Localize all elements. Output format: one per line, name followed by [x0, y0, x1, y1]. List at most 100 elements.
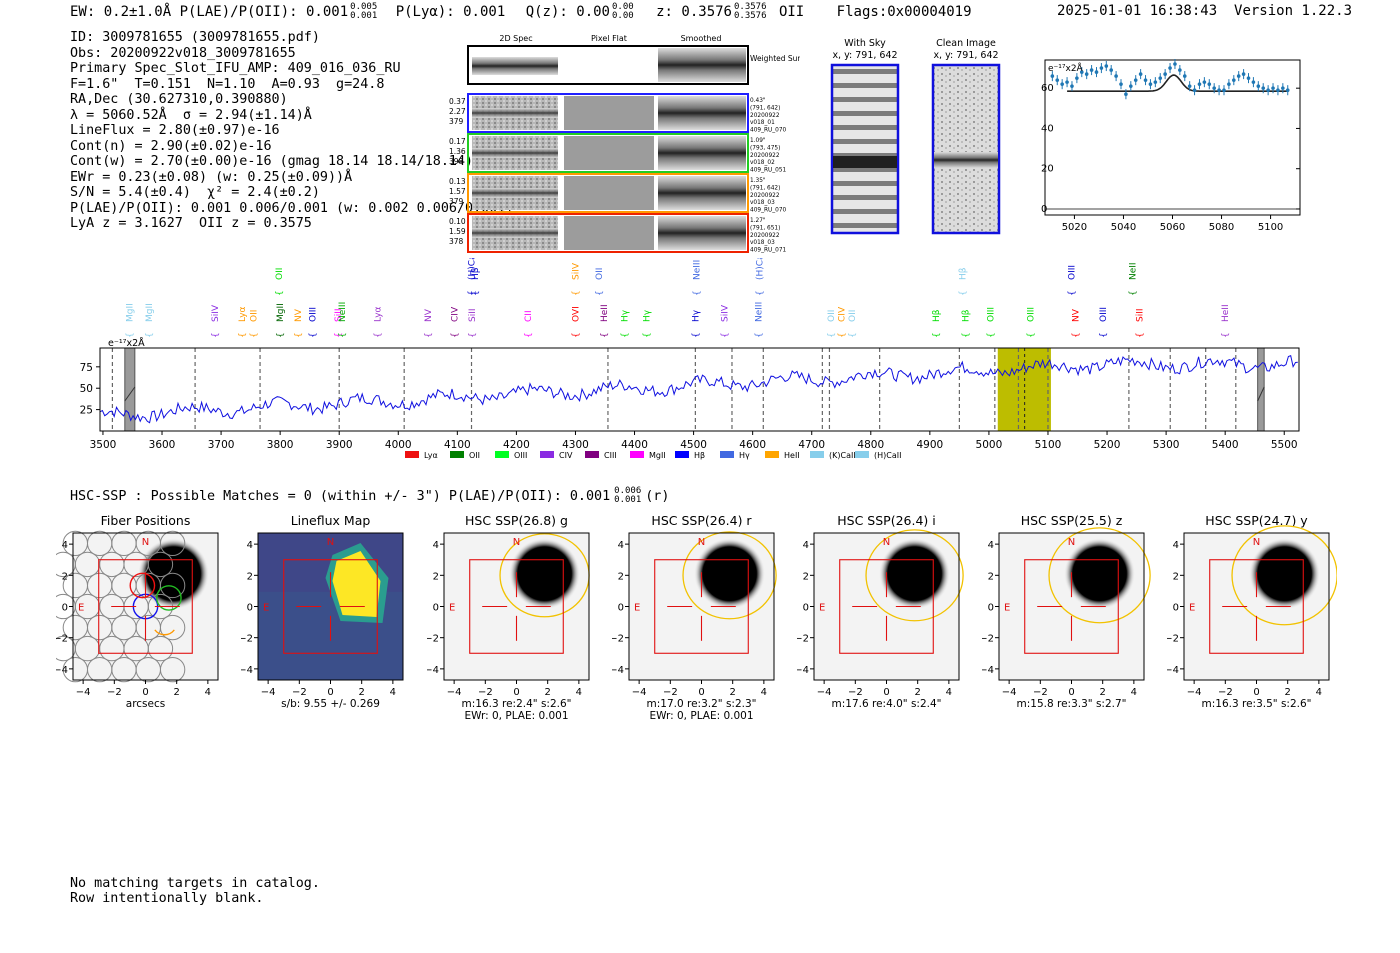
spectrum-line-label-bracket: {	[595, 290, 605, 296]
compass-east: E	[263, 603, 269, 614]
spectrum-line-label: MgII {	[276, 303, 286, 338]
panel-ytick-label: −2	[797, 634, 809, 645]
spectrum-line-label: MgII {	[126, 303, 136, 338]
panel-ytick-label: 4	[433, 540, 439, 551]
panel-ytick-label: −2	[982, 634, 994, 645]
spectrum-line-label-bracket: {	[1128, 290, 1138, 296]
summary-qz: Q(z): 0.00	[525, 4, 610, 20]
crosshair	[1222, 572, 1291, 641]
panel-ytick-label: 2	[988, 571, 994, 582]
search-box	[654, 559, 749, 654]
zoom-data-point	[1236, 74, 1241, 78]
legend-label: HeII	[784, 451, 800, 460]
panel-ytick-label: 2	[433, 571, 439, 582]
spectrum-line-label-bracket: {	[238, 332, 248, 338]
zoom-data-point	[1178, 68, 1182, 72]
search-box	[98, 559, 193, 654]
panel-ytick-label: 2	[1173, 571, 1179, 582]
panel-xtick-label: 4	[1131, 687, 1137, 698]
legend-label: OII	[469, 451, 480, 460]
panel-ytick-label: −4	[1167, 665, 1179, 676]
cutout-row-frame	[467, 133, 749, 173]
spectrum-xtick-label: 4000	[385, 439, 412, 451]
summary-plae-lower: 0.001	[350, 11, 378, 21]
info-line: Cont(n) = 2.90(±0.02)e-16	[70, 138, 272, 154]
bright-source	[508, 537, 581, 610]
bright-source	[1063, 537, 1136, 610]
zoom-data-point	[1271, 86, 1275, 90]
panel-ytick-label: −2	[56, 634, 68, 645]
spectrum-line-label-bracket: {	[1072, 332, 1082, 338]
info-line: Cont(w) = 2.70(±0.00)e-16 (gmag 18.14 18…	[70, 154, 474, 169]
spectral-cutouts: 2D Spec Pixel Flat Smoothed Weighted Sum…	[449, 34, 800, 254]
footer-line-1: No matching targets in catalog.	[70, 876, 320, 891]
compass-east: E	[1004, 603, 1010, 614]
with-sky-xy: x, y: 791, 642	[832, 50, 897, 61]
info-line: F=1.6" T=0.151 N=1.10 A=0.93 g=24.8	[70, 76, 385, 92]
legend-swatch	[405, 451, 419, 458]
panel-xtick-label: 2	[358, 687, 364, 698]
cutout-row-meta: 1.27"	[750, 218, 766, 224]
legend-label: CIV	[559, 451, 573, 460]
footer-line-2: Row intentionally blank.	[70, 891, 264, 906]
spectrum-xtick-label: 4600	[739, 439, 766, 451]
cutout-row-meta: 409_RU_070	[750, 208, 787, 214]
zoom-ytick-label: 20	[1041, 164, 1054, 175]
crosshair	[296, 572, 365, 641]
zoom-ytick-label: 0	[1041, 204, 1047, 215]
spectrum-line-label-bracket: {	[338, 332, 348, 338]
spectrum-line-label: OIII {	[1099, 307, 1109, 338]
fiber-secondary	[129, 572, 156, 599]
sky-clean-cutouts: With Sky x, y: 791, 642 Clean Image x, y…	[830, 38, 1001, 235]
fiber-circle	[159, 572, 186, 599]
spectrum-line-label: Hγ {	[691, 309, 701, 338]
spectrum-line-label-bracket: {	[932, 332, 942, 338]
compass-east: E	[819, 603, 825, 614]
spectrum-line-label: Hβ {	[961, 309, 971, 338]
cutout-row-stat: 2.27	[449, 107, 466, 116]
panel-title: HSC SSP(26.4) i	[837, 513, 935, 528]
clean-image-xy: x, y: 791, 642	[933, 50, 998, 61]
panel-ytick-label: −2	[612, 634, 624, 645]
spectrum-line-label-text: Hβ	[961, 309, 971, 322]
zoom-data-point	[1241, 72, 1246, 76]
spectrum-xtick-label: 4500	[680, 439, 707, 451]
spectrum-xtick-label: 4300	[562, 439, 589, 451]
compass-east: E	[449, 603, 455, 614]
spectrum-line-label: OII {	[250, 310, 260, 338]
zoom-data-point	[1222, 88, 1226, 92]
cutout-row-stat: 379	[449, 197, 464, 206]
zoom-data-point	[1084, 72, 1089, 76]
spectrum-line-label-text: Hγ	[642, 309, 652, 322]
panel-ytick-label: 0	[1173, 603, 1179, 614]
spectrum-line-label-text: NV	[1072, 308, 1082, 322]
search-box	[839, 559, 934, 654]
zoom-data-point	[1192, 88, 1197, 92]
zoom-data-point	[1266, 88, 1270, 92]
spectrum-line-label-bracket: {	[450, 332, 460, 338]
panel-ytick-label: 2	[62, 571, 68, 582]
panel-ytick-label: 4	[988, 540, 994, 551]
weighted-sum-label: Weighted Sum	[750, 54, 800, 63]
panel-ytick-label: 0	[62, 603, 68, 614]
panel-ytick-label: −2	[427, 634, 439, 645]
zoom-data-point	[1114, 74, 1118, 78]
spectrum-line-label-bracket: {	[642, 332, 652, 338]
panel-xtick-label: −2	[107, 687, 122, 698]
cutout-row-frame	[467, 173, 749, 213]
spectrum-xtick-label: 4800	[857, 439, 884, 451]
legend-swatch	[675, 451, 689, 458]
zoom-data-point	[1276, 88, 1280, 92]
panel-xtick-label: 2	[914, 687, 920, 698]
spectrum-xtick-label: 3700	[208, 439, 235, 451]
fiber-tertiary	[156, 585, 182, 611]
legend-label: (H)CaII	[874, 451, 901, 460]
spectrum-line-label-bracket: {	[756, 290, 766, 296]
info-line: ID: 3009781655 (3009781655.pdf)	[70, 30, 320, 45]
zoom-data-point	[1256, 84, 1261, 88]
panel-xtick-label: −2	[1218, 687, 1233, 698]
zoom-data-point	[1212, 86, 1216, 90]
spectrum-line-label-text: Hβ	[471, 267, 481, 280]
zoom-data-point	[1138, 72, 1143, 76]
